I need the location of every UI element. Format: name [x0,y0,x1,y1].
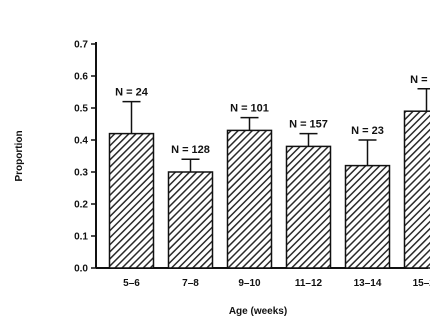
bar-5 [346,166,390,268]
bar-3 [228,130,272,268]
n-label-2: N = 128 [171,144,210,156]
y-tick-label: 0.0 [74,264,88,275]
x-tick-label-3: 9–10 [238,278,261,289]
bar-2 [169,172,213,268]
y-tick-label: 0.5 [74,104,88,115]
bar-1 [110,134,154,268]
y-tick-label: 0.3 [74,168,88,179]
x-tick-label-4: 11–12 [295,278,323,289]
n-label-4: N = 157 [289,119,328,131]
x-tick-label-6: 15–20 [413,278,430,289]
y-tick-label: 0.6 [74,72,88,83]
n-label-6: N = 38 [410,74,430,86]
n-label-1: N = 24 [115,87,149,99]
bar-4 [287,146,331,268]
bars-group [110,89,430,268]
n-label-3: N = 101 [230,103,269,115]
x-tick-label-1: 5–6 [123,278,140,289]
x-tick-label-2: 7–8 [182,278,199,289]
bar-6 [405,111,430,268]
n-label-5: N = 23 [351,125,384,137]
y-axis-title: Proportion [14,130,25,181]
y-tick-label: 0.7 [74,40,88,51]
y-tick-label: 0.1 [74,232,88,243]
x-tick-label-5: 13–14 [354,278,382,289]
y-tick-label: 0.4 [74,136,88,147]
y-tick-label: 0.2 [74,200,88,211]
x-axis-title: Age (weeks) [229,306,287,317]
